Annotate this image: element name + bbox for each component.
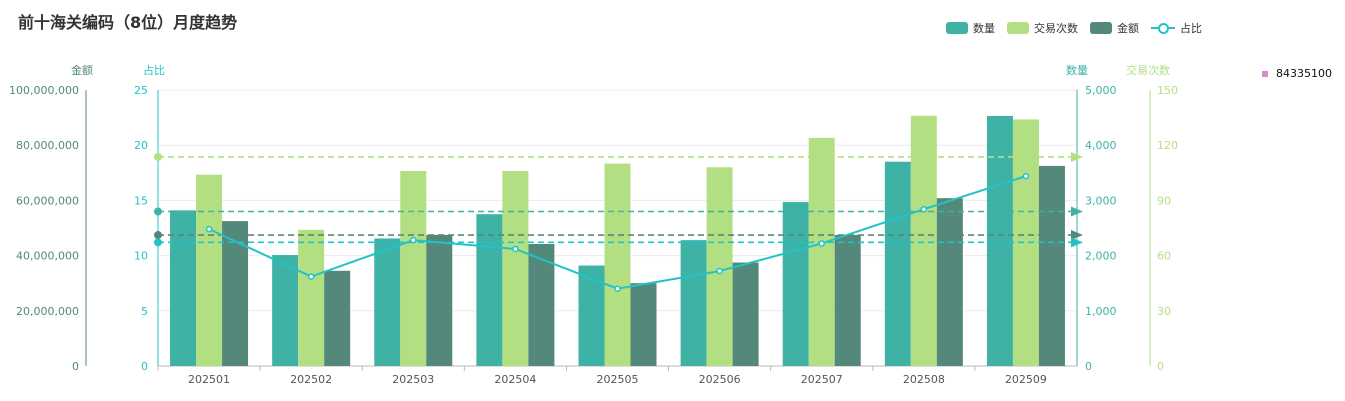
bar (834, 234, 861, 366)
legend-label-quantity: 数量 (973, 22, 995, 35)
bar (426, 234, 453, 366)
side-label-marker (1262, 70, 1268, 77)
share-line-point (614, 285, 621, 292)
bar (324, 270, 351, 366)
axis-title: 占比 (143, 63, 165, 77)
bar (1038, 165, 1065, 366)
legend-item-trades[interactable]: 交易次数 (1007, 20, 1078, 36)
x-tick-label: 202503 (392, 373, 434, 386)
bar (808, 137, 835, 366)
y-tick-label: 5 (141, 305, 148, 318)
y-tick-label: 25 (134, 84, 148, 97)
y-tick-label: 20,000,000 (16, 305, 79, 318)
bar (706, 167, 733, 366)
y-tick-label: 0 (1085, 360, 1092, 373)
average-line-arrow (1071, 151, 1083, 162)
share-line-point (512, 245, 519, 253)
y-tick-label: 2,000 (1085, 250, 1117, 263)
bar (732, 262, 759, 366)
average-line-arrow (1071, 230, 1083, 241)
legend-swatch-share (1151, 22, 1175, 34)
share-line-point (410, 236, 417, 244)
average-line-arrow (1071, 206, 1083, 217)
axis-title: 交易次数 (1126, 63, 1170, 77)
y-tick-label: 120 (1157, 139, 1178, 152)
bar (910, 115, 937, 366)
legend-label-amount: 金额 (1117, 22, 1139, 35)
legend-swatch-trades (1007, 22, 1029, 34)
average-line-start-marker (154, 231, 162, 240)
y-tick-label: 0 (1157, 360, 1164, 373)
legend-label-share: 占比 (1180, 22, 1202, 35)
y-tick-label: 40,000,000 (16, 250, 79, 263)
bar (170, 210, 197, 366)
y-tick-label: 4,000 (1085, 139, 1117, 152)
y-tick-label: 90 (1157, 194, 1171, 207)
bar (578, 265, 605, 366)
y-tick-label: 1,000 (1085, 305, 1117, 318)
average-line-arrow (1071, 237, 1083, 248)
y-tick-label: 15 (134, 194, 148, 207)
bar (502, 170, 529, 366)
x-tick-label: 202509 (1005, 373, 1047, 386)
bar (196, 174, 223, 366)
bar (782, 202, 809, 366)
legend-item-quantity[interactable]: 数量 (946, 20, 995, 36)
side-label: 84335100 (1262, 67, 1332, 80)
bar (476, 214, 503, 366)
bar (298, 229, 325, 366)
legend-swatch-quantity (946, 22, 968, 34)
bar (604, 163, 631, 366)
x-tick-label: 202501 (188, 373, 230, 386)
bar (528, 244, 555, 366)
x-tick-label: 202505 (597, 373, 639, 386)
y-tick-label: 80,000,000 (16, 139, 79, 152)
average-line-start-marker (154, 152, 162, 161)
legend-swatch-amount (1090, 22, 1112, 34)
legend: 数量 交易次数 金额 占比 (946, 20, 1202, 36)
bar (630, 283, 657, 366)
chart-title: 前十海关编码（8位）月度趋势 (18, 13, 238, 32)
share-line-point (716, 267, 723, 275)
bar (680, 240, 707, 366)
legend-label-trades: 交易次数 (1034, 22, 1078, 35)
bar (936, 198, 963, 366)
legend-item-share[interactable]: 占比 (1151, 20, 1202, 36)
share-line-point (1022, 172, 1030, 180)
axis-title: 金额 (71, 63, 93, 77)
y-tick-label: 100,000,000 (9, 84, 79, 97)
y-tick-label: 150 (1157, 84, 1178, 97)
average-line-start-marker (154, 207, 162, 216)
bar (374, 238, 401, 366)
x-tick-label: 202507 (801, 373, 843, 386)
y-tick-label: 0 (141, 360, 148, 373)
share-line-point (205, 225, 213, 233)
share-line-point (920, 205, 928, 213)
share-line-point (818, 240, 825, 247)
y-tick-label: 5,000 (1085, 84, 1117, 97)
y-tick-label: 60 (1157, 250, 1171, 263)
bar (986, 115, 1013, 366)
x-tick-label: 202508 (903, 373, 945, 386)
y-tick-label: 60,000,000 (16, 194, 79, 207)
bar (222, 221, 249, 366)
axis-title: 数量 (1066, 64, 1088, 77)
y-tick-label: 30 (1157, 305, 1171, 318)
y-tick-label: 10 (134, 250, 148, 263)
x-tick-label: 202502 (290, 373, 332, 386)
y-tick-label: 20 (134, 139, 148, 152)
side-label-text: 84335100 (1276, 67, 1332, 80)
bar (884, 161, 911, 366)
bar (400, 170, 427, 366)
average-line-start-marker (154, 238, 162, 247)
legend-item-amount[interactable]: 金额 (1090, 20, 1139, 36)
y-tick-label: 0 (72, 360, 79, 373)
x-tick-label: 202504 (494, 373, 536, 386)
x-tick-label: 202506 (699, 373, 741, 386)
bar (1012, 119, 1039, 366)
share-line-point (307, 273, 315, 280)
y-tick-label: 3,000 (1085, 194, 1117, 207)
bar (272, 255, 299, 366)
